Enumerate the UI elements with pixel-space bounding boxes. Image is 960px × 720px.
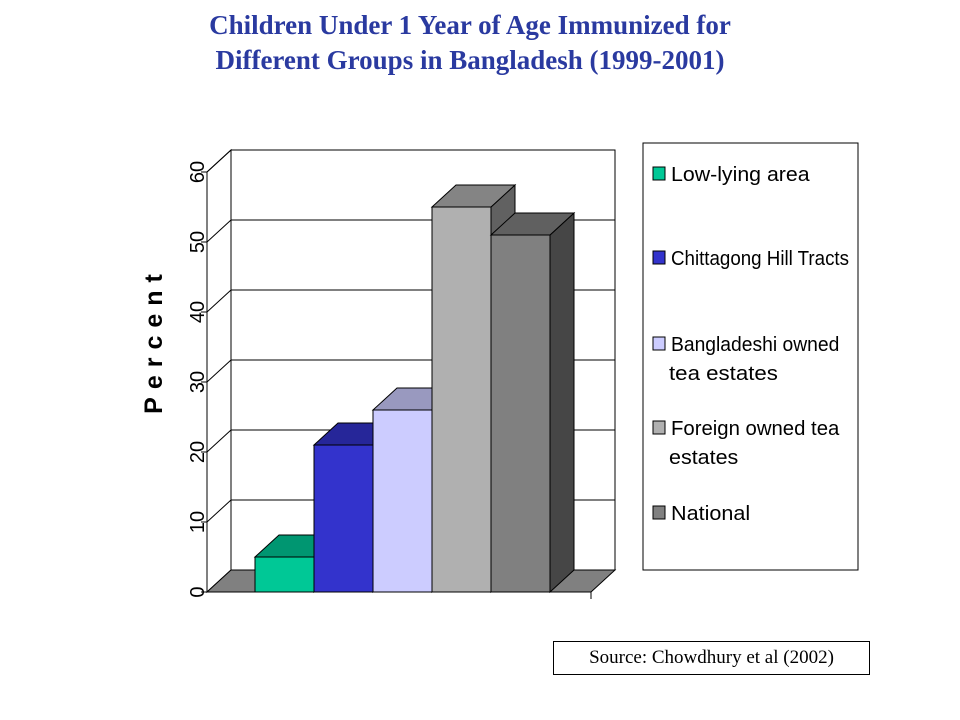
y-tick-label: 0 — [187, 586, 209, 597]
y-tick-label: 50 — [187, 231, 209, 253]
gridline-side — [206, 429, 232, 453]
gridline-side — [206, 289, 232, 313]
gridline-side — [206, 359, 232, 383]
bar-front — [431, 206, 492, 593]
gridline-side — [206, 219, 232, 243]
y-axis-title: Percent — [140, 266, 168, 414]
legend-swatch — [652, 420, 666, 435]
legend-swatch — [652, 505, 666, 520]
legend-label: Foreign owned tea — [671, 418, 840, 440]
legend-swatch — [652, 336, 666, 351]
y-tick-label: 30 — [187, 371, 209, 393]
legend-label: National — [671, 503, 750, 525]
chart-title-line-2: Different Groups in Bangladesh (1999-200… — [215, 45, 725, 75]
gridline-side — [206, 149, 232, 173]
legend-box — [642, 142, 859, 571]
bar-front — [254, 556, 315, 593]
legend-label: tea estates — [669, 363, 778, 385]
bar-side — [549, 211, 575, 594]
y-tick-label: 20 — [187, 441, 209, 463]
source-note: Source: Chowdhury et al (2002) — [553, 641, 870, 675]
gridline-side — [206, 499, 232, 523]
bar-top — [430, 184, 517, 208]
legend-swatch — [652, 166, 666, 181]
legend-label: Low-lying area — [671, 164, 811, 186]
y-tick-label: 60 — [187, 161, 209, 183]
chart-title-line-1: Children Under 1 Year of Age Immunized f… — [209, 10, 731, 40]
y-tick-label: 10 — [187, 511, 209, 533]
bar-front — [372, 409, 433, 593]
bar-front — [490, 234, 551, 593]
bar-top — [489, 212, 576, 236]
legend-swatch — [652, 250, 666, 265]
legend-label: Chittagong Hill Tracts — [671, 248, 849, 270]
y-tick-label: 40 — [187, 301, 209, 323]
bar-5 — [489, 211, 576, 594]
legend-label: estates — [669, 447, 738, 469]
legend-label: Bangladeshi owned — [671, 334, 839, 356]
bar-front — [313, 444, 374, 593]
